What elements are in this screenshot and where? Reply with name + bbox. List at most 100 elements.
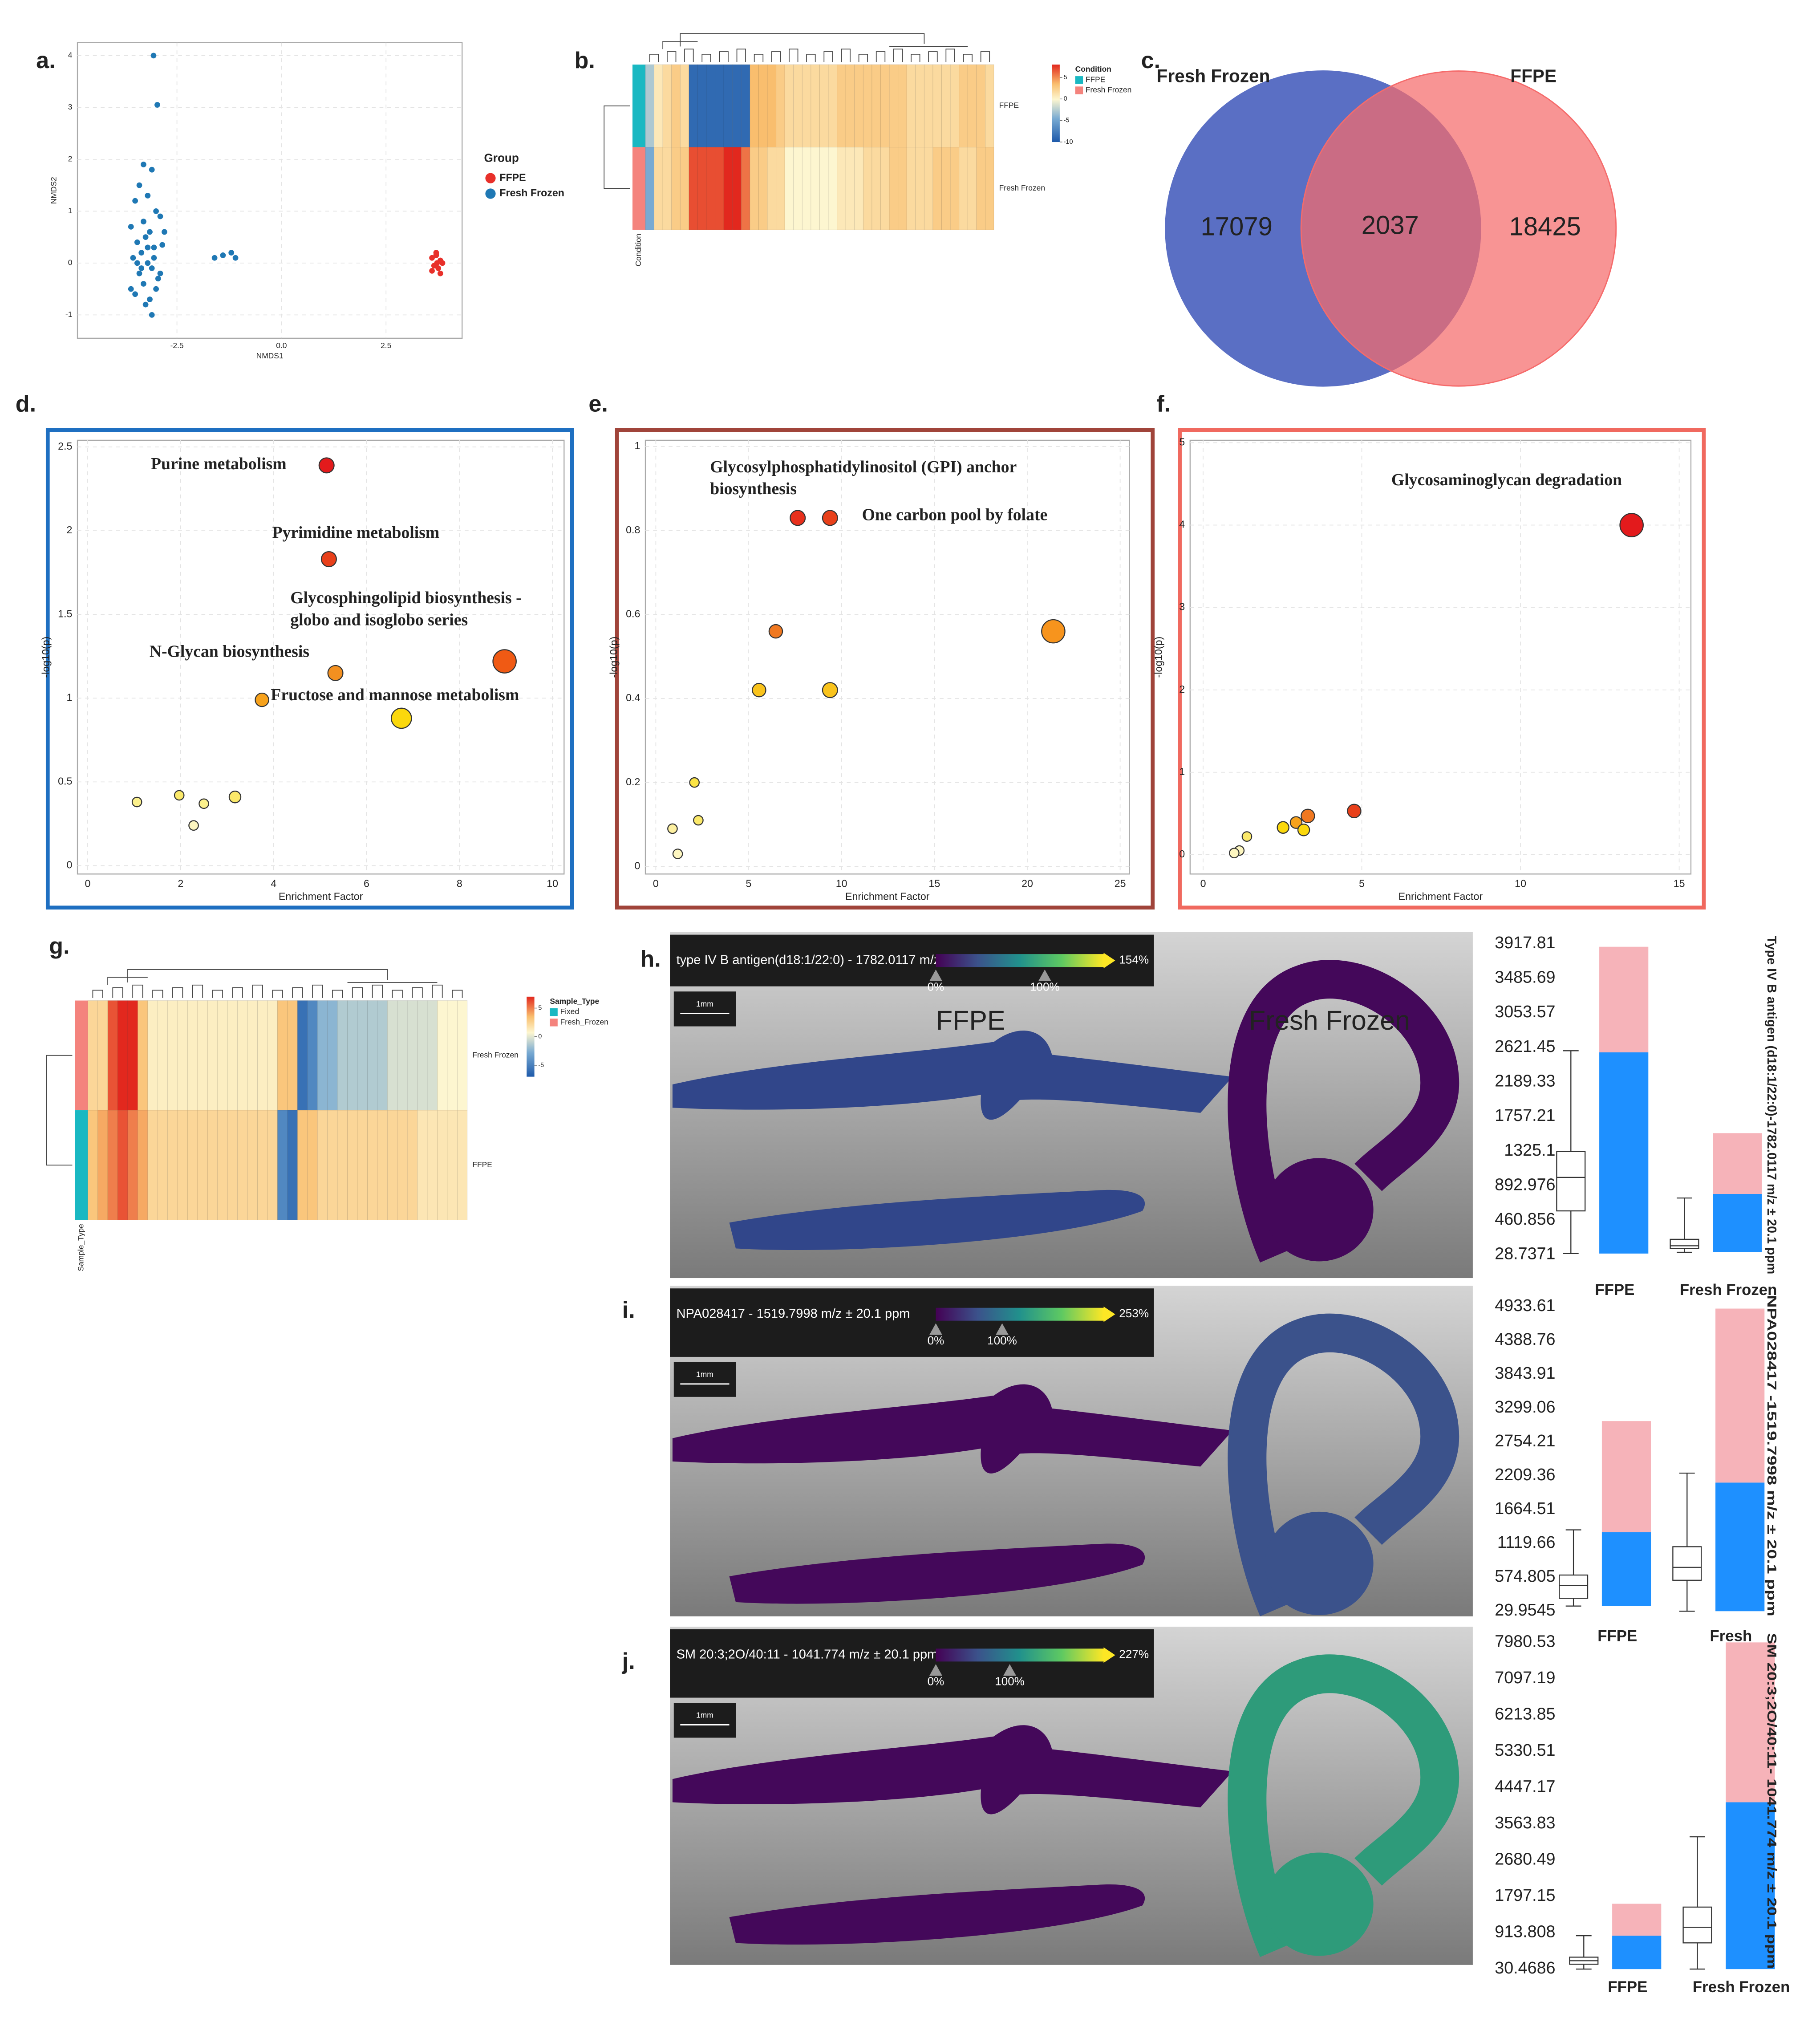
outlier-strip	[1612, 1904, 1662, 1936]
heatmap-cell	[417, 1000, 428, 1111]
y-tick-label: 1	[68, 206, 73, 215]
row-label: Fresh Frozen	[999, 183, 1045, 192]
colorbar-max: 227%	[1119, 1648, 1149, 1661]
bubble	[822, 510, 838, 526]
y-tick-label: 30.4686	[1495, 1958, 1555, 1977]
heatmap-cell	[802, 147, 811, 230]
heatmap-cell	[802, 64, 811, 148]
heatmap-cell	[784, 64, 794, 148]
heatmap-cell	[732, 147, 742, 230]
bubble	[1289, 816, 1303, 829]
heatmap-cell	[976, 147, 985, 230]
panel-label: c.	[1141, 48, 1161, 73]
heatmap-cell	[793, 147, 803, 230]
set-circle	[1300, 70, 1617, 387]
strip	[1612, 1936, 1662, 1969]
heatmap-cell	[697, 147, 707, 230]
annotation: Glycosaminoglycan degradation	[1391, 471, 1622, 489]
colorbar-header	[670, 1629, 1154, 1698]
colorbar-header	[670, 1288, 1154, 1357]
dendrogram	[252, 984, 263, 998]
y-tick-label: 460.856	[1495, 1210, 1555, 1228]
heatmap-cell	[906, 64, 916, 148]
heatmap-cell	[941, 64, 951, 148]
point	[141, 281, 146, 287]
heatmap-cell	[880, 64, 890, 148]
heatmap-cell	[967, 147, 977, 230]
colorbar-max: 154%	[1119, 953, 1149, 966]
y-tick-label: 913.808	[1495, 1922, 1555, 1941]
x-tick-label: -2.5	[170, 341, 184, 350]
plot-area	[1189, 439, 1692, 875]
colorbar-tick	[996, 1323, 1009, 1335]
dendrogram	[649, 53, 659, 62]
point	[142, 234, 149, 240]
legend-swatch	[550, 1008, 558, 1016]
point	[437, 270, 443, 276]
x-tick-label: 8	[457, 878, 462, 889]
colorbar-tick	[1003, 1664, 1017, 1676]
dendrogram	[684, 49, 694, 62]
dendrogram	[963, 53, 973, 62]
panel-label: g.	[49, 933, 69, 959]
legend-swatch	[1075, 76, 1083, 84]
dendrogram	[232, 987, 243, 998]
heatmap-cell	[932, 147, 942, 230]
dendrogram	[928, 51, 938, 62]
heatmap-cell	[758, 147, 768, 230]
dendrogram	[112, 987, 123, 998]
heatmap-cell	[87, 1110, 98, 1220]
bubble	[790, 510, 806, 526]
y-tick-label: 3	[68, 102, 73, 111]
colorbar-tick-label: 100%	[1030, 980, 1060, 993]
heatmap-cell	[277, 1110, 288, 1220]
point	[150, 53, 157, 59]
heatmap-cell	[437, 1000, 448, 1111]
y-tick-label: 0	[66, 859, 72, 871]
heatmap-cell	[447, 1110, 458, 1220]
heatmap-cell	[427, 1000, 438, 1111]
tissue	[672, 1031, 1233, 1120]
legend-label: Fresh_Frozen	[560, 1017, 608, 1026]
dendrogram	[771, 51, 781, 62]
box	[1672, 1546, 1702, 1581]
legend-swatch	[1075, 86, 1083, 94]
strip	[1601, 1532, 1651, 1606]
y-tick-label: 1797.15	[1495, 1886, 1555, 1904]
y-tick-label: 1757.21	[1495, 1106, 1555, 1125]
heatmap-cell	[347, 1000, 358, 1111]
heatmap-cell	[828, 147, 838, 230]
x-tick-label: 2	[178, 878, 183, 889]
colorbar	[936, 1648, 1104, 1662]
y-tick-label: -1	[65, 310, 72, 319]
heatmap-cell	[137, 1000, 148, 1111]
heatmap-cell	[277, 1000, 288, 1111]
bubble	[672, 848, 683, 859]
dendrogram	[272, 990, 283, 998]
heatmap-cell	[257, 1000, 268, 1111]
heatmap-cell	[889, 147, 899, 230]
dendrogram	[980, 51, 990, 62]
image-title: SM 20:3;2O/40:11 - 1041.774 m/z ± 20.1 p…	[677, 1647, 938, 1661]
tissue	[672, 1725, 1233, 1815]
heatmap-cell	[377, 1110, 388, 1220]
x-tick-label: 15	[928, 878, 940, 889]
heatmap-cell	[845, 64, 855, 148]
heatmap-cell	[959, 147, 968, 230]
heatmap-cell	[837, 64, 846, 148]
colorbar-tick-label: 0%	[928, 1675, 944, 1688]
panel-label: d.	[16, 391, 36, 417]
dendrogram	[841, 49, 851, 62]
dendrogram	[452, 990, 463, 998]
heatmap-cell	[767, 64, 777, 148]
heatmap-cell	[689, 64, 698, 148]
heatmap-cell	[147, 1110, 158, 1220]
dendrogram	[192, 984, 203, 998]
heatmap-cell	[297, 1000, 308, 1111]
strip	[1599, 1052, 1649, 1254]
panel-label: j.	[622, 1648, 635, 1674]
heatmap-cell	[247, 1000, 258, 1111]
x-tick-label: 0	[653, 878, 659, 889]
bubble	[199, 798, 209, 809]
